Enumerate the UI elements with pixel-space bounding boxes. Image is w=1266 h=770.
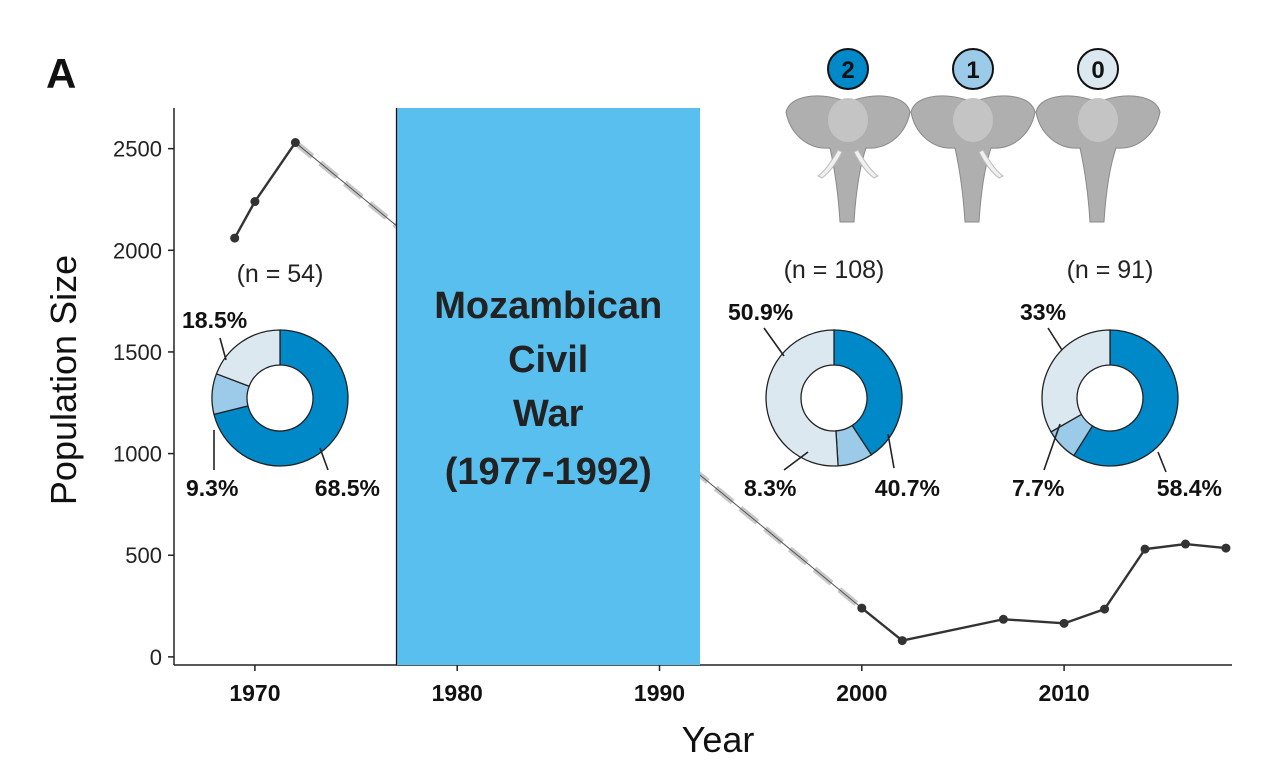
donut-percent-label: 58.4% xyxy=(1157,475,1222,501)
donut-slice-2-tusks xyxy=(213,329,349,467)
y-axis-title: Population Size xyxy=(43,255,84,505)
donut-slice-2-tusks xyxy=(1072,329,1179,467)
tusk-donuts: (n = 54) 68.5% 9.3% 18.5% (n = 108) 40.7% 8.3%… xyxy=(182,256,1222,501)
y-tick-label: 0 xyxy=(150,645,162,670)
data-point xyxy=(1140,544,1150,554)
donut-slice-2-tusks xyxy=(833,329,903,456)
donut-chart: (n = 108) 40.7% 8.3% 50.9% xyxy=(728,256,940,501)
tusk-count-badge xyxy=(827,48,869,90)
donut-leader-line xyxy=(219,337,227,361)
donut-percent-label: 50.9% xyxy=(728,299,793,325)
civil-war-label-line-2: Civil xyxy=(508,339,588,381)
x-axis-title: Year xyxy=(682,719,755,760)
panel-label: A xyxy=(46,50,76,97)
donut-percent-label: 9.3% xyxy=(186,475,238,501)
x-tick-label: 2010 xyxy=(1039,680,1090,706)
donut-percent-label: 40.7% xyxy=(875,475,940,501)
series-segment xyxy=(1103,548,1147,610)
tusk-count-badge xyxy=(1077,48,1119,90)
civil-war-label-line-4: (1977-1992) xyxy=(445,451,652,493)
donut-leader-line xyxy=(1157,451,1167,473)
series-segment xyxy=(1063,607,1105,625)
elephant-face xyxy=(1078,98,1118,142)
donut-percent-label: 7.7% xyxy=(1012,475,1064,501)
tusk-count-label: 0 xyxy=(1091,57,1104,84)
data-point xyxy=(1180,539,1190,549)
donut-slice-0-tusks xyxy=(765,329,839,467)
donut-percent-label: 18.5% xyxy=(182,307,247,333)
elephant-face xyxy=(953,98,993,142)
tusk-count-label: 1 xyxy=(966,57,979,84)
series-segment xyxy=(1185,542,1227,550)
elephant-head xyxy=(910,95,1036,223)
series-segment xyxy=(253,141,297,203)
x-tick-label: 1990 xyxy=(634,680,685,706)
donut-percent-label: 33% xyxy=(1020,299,1066,325)
civil-war-label-line-1: Mozambican xyxy=(434,285,662,327)
donut-percent-label: 8.3% xyxy=(744,475,796,501)
tusk-count-badge xyxy=(952,48,994,90)
sample-size-label: (n = 91) xyxy=(1067,256,1154,284)
data-point xyxy=(290,138,300,148)
series-segment xyxy=(1003,618,1065,625)
elephant-head xyxy=(1035,95,1161,223)
data-point xyxy=(1221,543,1231,553)
y-tick-label: 500 xyxy=(125,543,162,568)
donut-chart: (n = 91) 58.4% 7.7% 33% xyxy=(1012,256,1222,501)
y-tick-label: 2500 xyxy=(113,137,162,162)
elephant-face xyxy=(828,98,868,142)
x-tick-label: 1970 xyxy=(229,680,280,706)
x-tick-label: 2000 xyxy=(836,680,887,706)
tusk-left xyxy=(817,149,843,179)
tusk-right xyxy=(853,149,879,179)
tusk-legend: 2 1 0 xyxy=(785,48,1161,223)
donut-slice-0-tusks xyxy=(1041,329,1111,433)
y-tick-label: 2000 xyxy=(113,238,162,263)
series-segment xyxy=(1144,542,1186,551)
series-segment xyxy=(902,618,1004,642)
y-tick-label: 1000 xyxy=(113,442,162,467)
donut-leader-line xyxy=(763,327,785,357)
tusk-right xyxy=(978,149,1004,179)
data-point xyxy=(897,636,907,646)
donut-chart: (n = 54) 68.5% 9.3% 18.5% xyxy=(182,260,380,501)
elephant-two-tusks-icon: 2 xyxy=(785,48,911,223)
elephant-tuskless-icon: 0 xyxy=(1035,48,1161,223)
donut-leader-line xyxy=(1047,327,1063,351)
population-series: Mozambican Civil War (1977-1992) xyxy=(230,108,1231,665)
data-point xyxy=(857,603,867,613)
donut-leader-line xyxy=(783,451,809,471)
data-point xyxy=(998,614,1008,624)
series-segment xyxy=(233,200,256,239)
data-point xyxy=(230,233,240,243)
donut-leader-line xyxy=(1043,423,1061,471)
sample-size-label: (n = 108) xyxy=(784,256,885,284)
donut-leader-line xyxy=(887,433,895,469)
data-point xyxy=(250,197,260,207)
elephant-head xyxy=(785,95,911,223)
tusk-count-label: 2 xyxy=(841,57,854,84)
series-segment xyxy=(861,607,904,642)
y-tick-label: 1500 xyxy=(113,340,162,365)
sample-size-label: (n = 54) xyxy=(237,260,324,288)
donut-percent-label: 68.5% xyxy=(315,475,380,501)
donut-leader-line xyxy=(319,447,329,471)
elephant-one-tusk-icon: 1 xyxy=(910,48,1036,223)
civil-war-label-line-3: War xyxy=(513,393,584,435)
donut-slice-0-tusks xyxy=(215,329,281,388)
data-point xyxy=(1059,618,1069,628)
axes: 0 500 1000 1500 2000 2500 1970 1980 1990 2000 2010 xyxy=(113,108,1232,706)
data-point xyxy=(1100,604,1110,614)
civil-war-band-overlay xyxy=(396,108,700,665)
x-tick-label: 1980 xyxy=(432,680,483,706)
